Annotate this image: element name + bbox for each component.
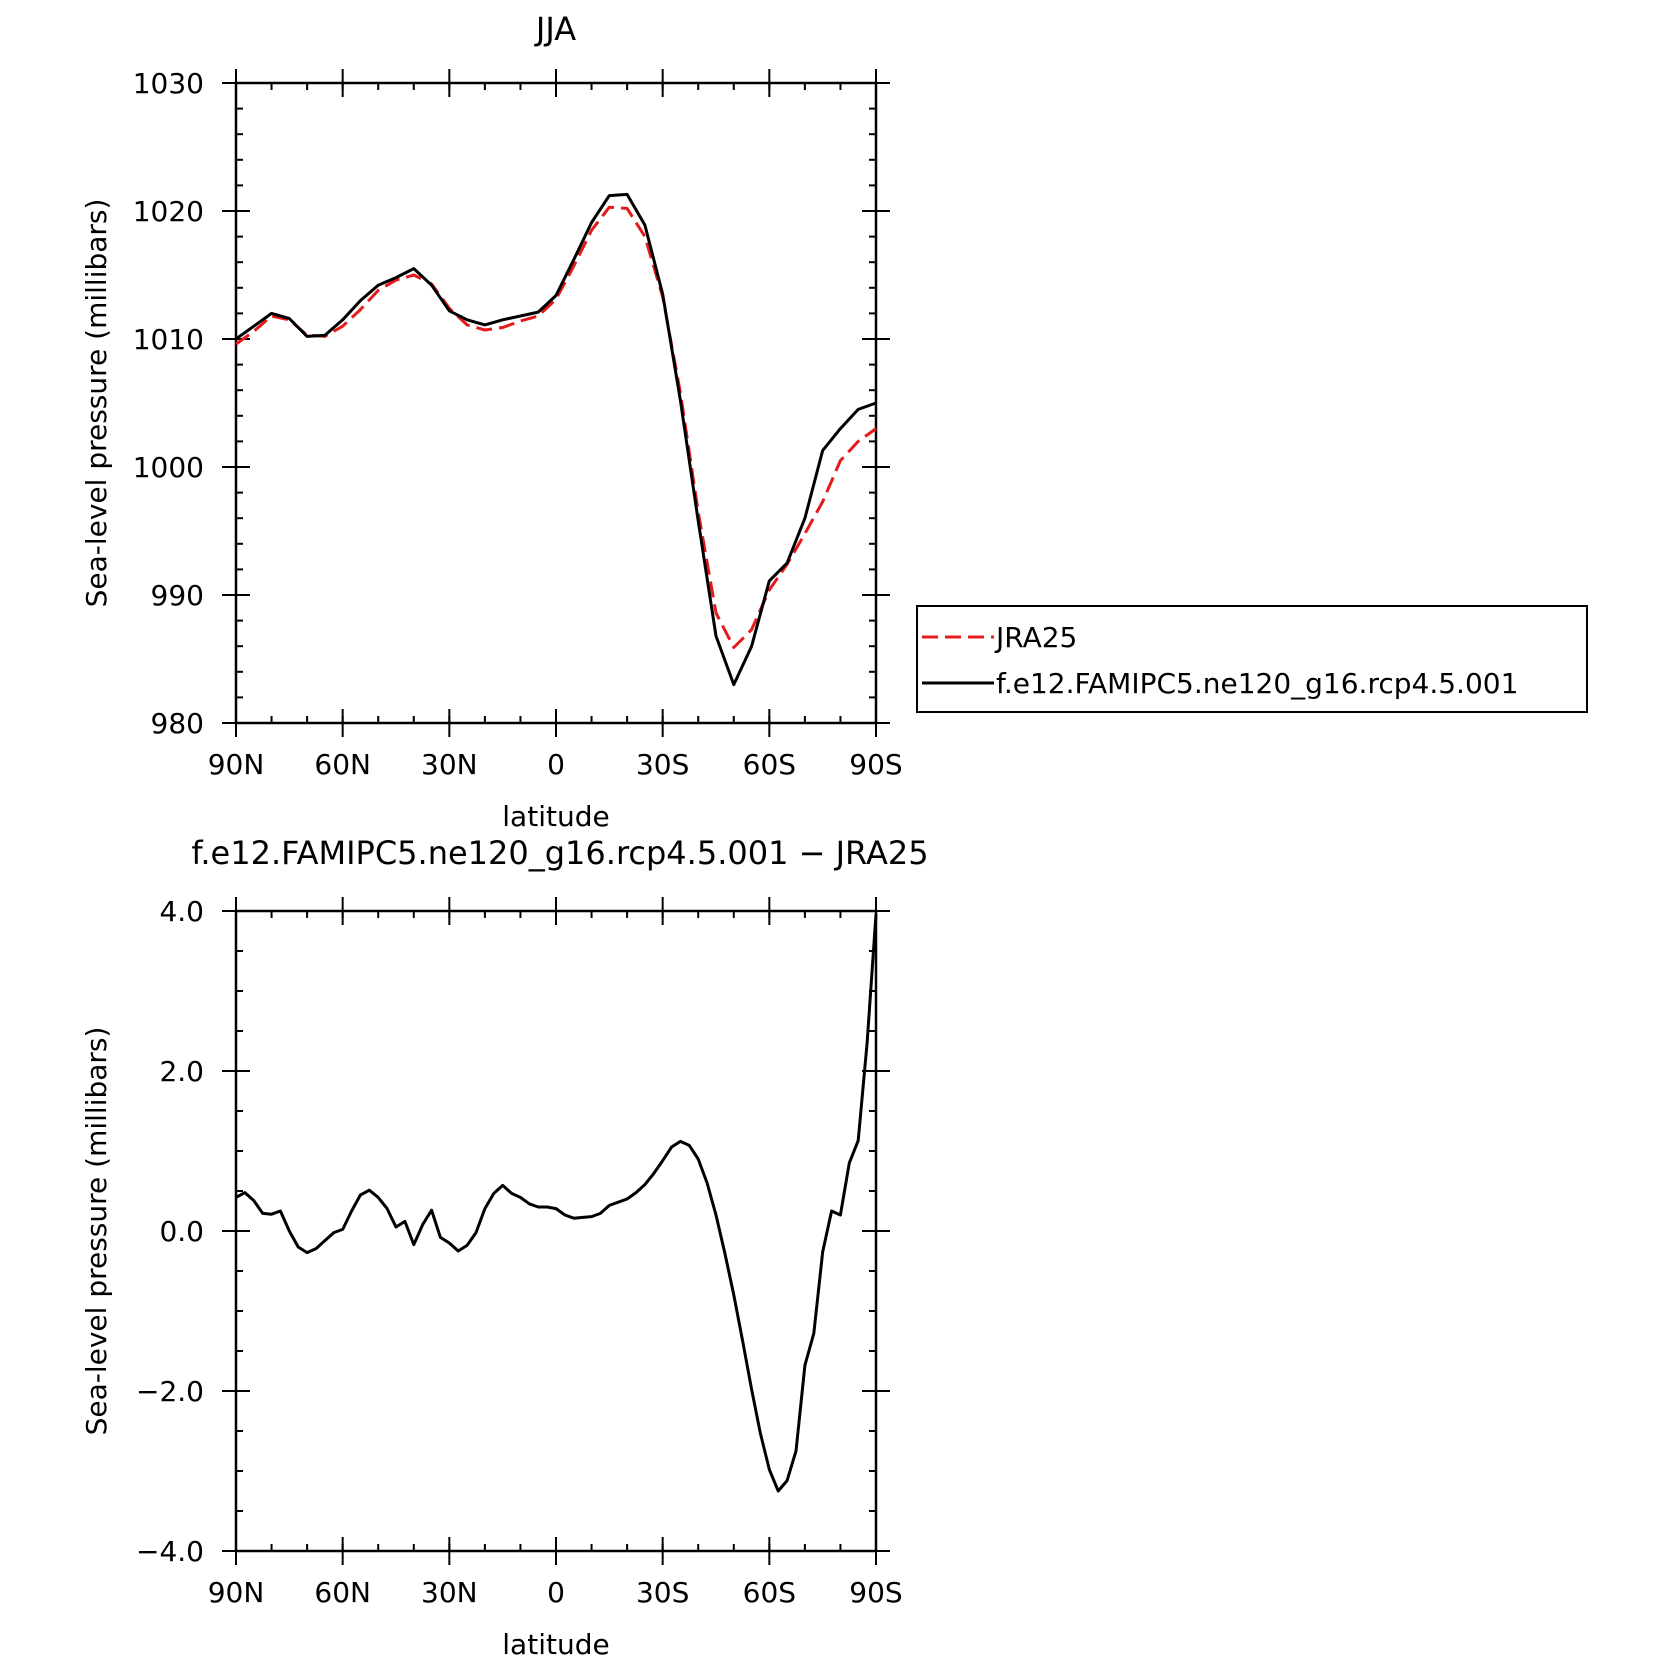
series-lines [235, 192, 877, 687]
x-tick-label: 90S [849, 1576, 902, 1609]
x-tick-label: 0 [547, 748, 565, 781]
x-tick-label: 60S [743, 1576, 796, 1609]
y-tick-label: 990 [151, 579, 204, 612]
legend-box [916, 605, 1588, 713]
series-line-2 [235, 192, 877, 687]
x-tick-label: 0 [547, 1576, 565, 1609]
x-tick-label: 90S [849, 748, 902, 781]
chart-title: f.e12.FAMIPC5.ne120_g16.rcp4.5.001 − JRA… [191, 834, 928, 872]
x-tick-label: 60S [743, 748, 796, 781]
x-tick-label: 60N [314, 1576, 371, 1609]
x-axis-label: latitude [502, 1628, 609, 1658]
plot-frame [234, 81, 878, 725]
legend: JRA25 f.e12.FAMIPC5.ne120_g16.rcp4.5.001 [916, 605, 1588, 713]
x-tick-label: 60N [314, 748, 371, 781]
axis-ticks [222, 69, 890, 737]
y-tick-label: 0.0 [159, 1215, 204, 1248]
series-line-1 [235, 205, 877, 649]
y-tick-label: 1010 [133, 323, 204, 356]
axis-ticks [222, 897, 890, 1565]
y-tick-label: 1020 [133, 195, 204, 228]
y-tick-label: 1030 [133, 67, 204, 100]
legend-label-jra25: JRA25 [994, 621, 1077, 654]
y-tick-labels: −4.0 −2.0 0.0 2.0 4.0 [136, 895, 204, 1568]
x-tick-label: 30S [636, 1576, 689, 1609]
y-tick-label: −2.0 [136, 1375, 204, 1408]
x-tick-label: 90N [208, 748, 265, 781]
y-tick-label: 980 [151, 707, 204, 740]
series-line-1 [235, 914, 878, 1493]
y-tick-labels: 980 990 1000 1010 1020 1030 [133, 67, 204, 740]
y-tick-label: 2.0 [159, 1055, 204, 1088]
y-axis-label: Sea-level pressure (millibars) [80, 1027, 113, 1436]
y-tick-label: 1000 [133, 451, 204, 484]
x-tick-label: 30N [421, 748, 478, 781]
legend-label-model: f.e12.FAMIPC5.ne120_g16.rcp4.5.001 [996, 667, 1518, 700]
x-tick-label: 30N [421, 1576, 478, 1609]
x-tick-label: 90N [208, 1576, 265, 1609]
plot-frame [234, 909, 878, 1553]
x-tick-labels: 90N 60N 30N 0 30S 60S 90S [208, 1576, 903, 1609]
series-lines [235, 914, 878, 1493]
y-axis-label: Sea-level pressure (millibars) [80, 199, 113, 608]
x-tick-labels: 90N 60N 30N 0 30S 60S 90S [208, 748, 903, 781]
chart-title: JJA [534, 10, 576, 48]
difference-chart: f.e12.FAMIPC5.ne120_g16.rcp4.5.001 − JRA… [80, 834, 929, 1658]
slp-chart: JJA 980 990 1000 1010 1020 1030 90N 60N 30N 0 30S… [80, 10, 1588, 833]
y-tick-label: 4.0 [159, 895, 204, 928]
x-tick-label: 30S [636, 748, 689, 781]
y-tick-label: −4.0 [136, 1535, 204, 1568]
x-axis-label: latitude [502, 800, 609, 833]
